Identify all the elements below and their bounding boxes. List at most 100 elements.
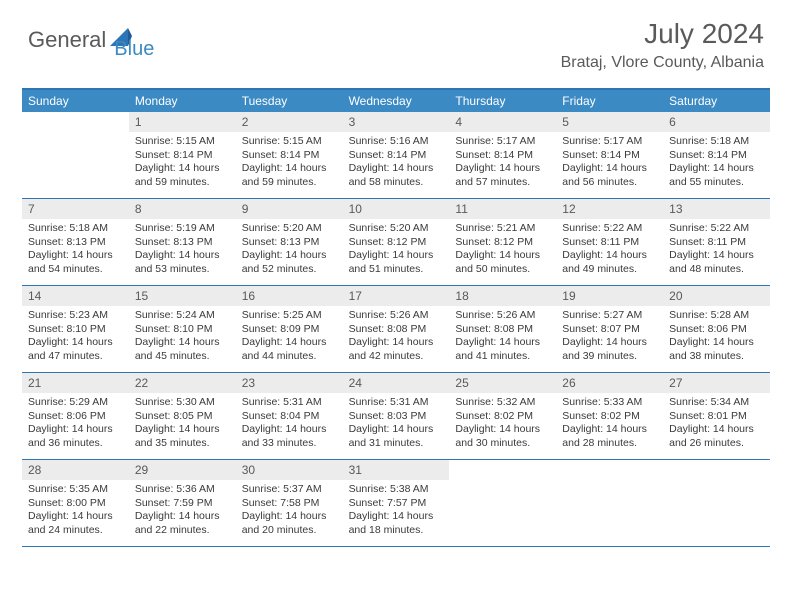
day-cell: 3Sunrise: 5:16 AMSunset: 8:14 PMDaylight… bbox=[343, 112, 450, 198]
sunrise-text: Sunrise: 5:25 AM bbox=[242, 309, 337, 323]
sunrise-text: Sunrise: 5:15 AM bbox=[135, 135, 230, 149]
sunrise-text: Sunrise: 5:21 AM bbox=[455, 222, 550, 236]
daylight-text: Daylight: 14 hours and 47 minutes. bbox=[28, 336, 123, 363]
sunset-text: Sunset: 8:00 PM bbox=[28, 497, 123, 511]
day-info: Sunrise: 5:38 AMSunset: 7:57 PMDaylight:… bbox=[343, 480, 450, 544]
daylight-text: Daylight: 14 hours and 55 minutes. bbox=[669, 162, 764, 189]
day-number: 5 bbox=[556, 112, 663, 132]
sunrise-text: Sunrise: 5:22 AM bbox=[669, 222, 764, 236]
header: General Blue July 2024 Brataj, Vlore Cou… bbox=[0, 0, 792, 80]
day-number: 9 bbox=[236, 199, 343, 219]
day-info: Sunrise: 5:22 AMSunset: 8:11 PMDaylight:… bbox=[556, 219, 663, 283]
daylight-text: Daylight: 14 hours and 20 minutes. bbox=[242, 510, 337, 537]
day-info: Sunrise: 5:34 AMSunset: 8:01 PMDaylight:… bbox=[663, 393, 770, 457]
daylight-text: Daylight: 14 hours and 52 minutes. bbox=[242, 249, 337, 276]
sunset-text: Sunset: 8:14 PM bbox=[669, 149, 764, 163]
day-number: 16 bbox=[236, 286, 343, 306]
daylight-text: Daylight: 14 hours and 26 minutes. bbox=[669, 423, 764, 450]
logo-text-general: General bbox=[28, 27, 106, 53]
sunrise-text: Sunrise: 5:30 AM bbox=[135, 396, 230, 410]
daylight-text: Daylight: 14 hours and 39 minutes. bbox=[562, 336, 657, 363]
day-info: Sunrise: 5:25 AMSunset: 8:09 PMDaylight:… bbox=[236, 306, 343, 370]
day-cell: 5Sunrise: 5:17 AMSunset: 8:14 PMDaylight… bbox=[556, 112, 663, 198]
day-number: 26 bbox=[556, 373, 663, 393]
day-cell: 24Sunrise: 5:31 AMSunset: 8:03 PMDayligh… bbox=[343, 373, 450, 459]
daylight-text: Daylight: 14 hours and 51 minutes. bbox=[349, 249, 444, 276]
day-cell: 30Sunrise: 5:37 AMSunset: 7:58 PMDayligh… bbox=[236, 460, 343, 546]
sunset-text: Sunset: 8:06 PM bbox=[669, 323, 764, 337]
day-cell: 7Sunrise: 5:18 AMSunset: 8:13 PMDaylight… bbox=[22, 199, 129, 285]
sunrise-text: Sunrise: 5:18 AM bbox=[28, 222, 123, 236]
day-number: 24 bbox=[343, 373, 450, 393]
day-number: 30 bbox=[236, 460, 343, 480]
sunrise-text: Sunrise: 5:17 AM bbox=[455, 135, 550, 149]
title-block: July 2024 Brataj, Vlore County, Albania bbox=[561, 18, 764, 72]
sunrise-text: Sunrise: 5:18 AM bbox=[669, 135, 764, 149]
daylight-text: Daylight: 14 hours and 45 minutes. bbox=[135, 336, 230, 363]
daylight-text: Daylight: 14 hours and 33 minutes. bbox=[242, 423, 337, 450]
day-number: 7 bbox=[22, 199, 129, 219]
sunset-text: Sunset: 8:13 PM bbox=[242, 236, 337, 250]
day-cell: 1Sunrise: 5:15 AMSunset: 8:14 PMDaylight… bbox=[129, 112, 236, 198]
daylight-text: Daylight: 14 hours and 31 minutes. bbox=[349, 423, 444, 450]
day-info: Sunrise: 5:30 AMSunset: 8:05 PMDaylight:… bbox=[129, 393, 236, 457]
day-info: Sunrise: 5:20 AMSunset: 8:12 PMDaylight:… bbox=[343, 219, 450, 283]
day-cell: 2Sunrise: 5:15 AMSunset: 8:14 PMDaylight… bbox=[236, 112, 343, 198]
sunrise-text: Sunrise: 5:16 AM bbox=[349, 135, 444, 149]
sunset-text: Sunset: 8:11 PM bbox=[669, 236, 764, 250]
daylight-text: Daylight: 14 hours and 53 minutes. bbox=[135, 249, 230, 276]
day-number: 20 bbox=[663, 286, 770, 306]
day-cell: 28Sunrise: 5:35 AMSunset: 8:00 PMDayligh… bbox=[22, 460, 129, 546]
day-cell: 6 Sunrise: 5:18 AMSunset: 8:14 PMDaylight… bbox=[663, 112, 770, 198]
daylight-text: Daylight: 14 hours and 49 minutes. bbox=[562, 249, 657, 276]
day-cell: 21Sunrise: 5:29 AMSunset: 8:06 PMDayligh… bbox=[22, 373, 129, 459]
day-number: 15 bbox=[129, 286, 236, 306]
sunrise-text: Sunrise: 5:17 AM bbox=[562, 135, 657, 149]
day-header: Tuesday bbox=[236, 90, 343, 112]
day-cell: 14Sunrise: 5:23 AMSunset: 8:10 PMDayligh… bbox=[22, 286, 129, 372]
daylight-text: Daylight: 14 hours and 24 minutes. bbox=[28, 510, 123, 537]
daylight-text: Daylight: 14 hours and 35 minutes. bbox=[135, 423, 230, 450]
daylight-text: Daylight: 14 hours and 22 minutes. bbox=[135, 510, 230, 537]
day-number: 25 bbox=[449, 373, 556, 393]
sunrise-text: Sunrise: 5:27 AM bbox=[562, 309, 657, 323]
day-number: 12 bbox=[556, 199, 663, 219]
day-cell: 11Sunrise: 5:21 AMSunset: 8:12 PMDayligh… bbox=[449, 199, 556, 285]
daylight-text: Daylight: 14 hours and 18 minutes. bbox=[349, 510, 444, 537]
day-info: Sunrise: 5:26 AMSunset: 8:08 PMDaylight:… bbox=[343, 306, 450, 370]
day-info: Sunrise: 5:26 AMSunset: 8:08 PMDaylight:… bbox=[449, 306, 556, 370]
day-cell: 17Sunrise: 5:26 AMSunset: 8:08 PMDayligh… bbox=[343, 286, 450, 372]
day-number: 21 bbox=[22, 373, 129, 393]
sunset-text: Sunset: 8:12 PM bbox=[349, 236, 444, 250]
day-info: Sunrise: 5:33 AMSunset: 8:02 PMDaylight:… bbox=[556, 393, 663, 457]
day-number: 6 bbox=[663, 112, 770, 132]
day-header: Sunday bbox=[22, 90, 129, 112]
sunrise-text: Sunrise: 5:22 AM bbox=[562, 222, 657, 236]
day-info: Sunrise: 5:21 AMSunset: 8:12 PMDaylight:… bbox=[449, 219, 556, 283]
day-info: Sunrise: 5:18 AMSunset: 8:13 PMDaylight:… bbox=[22, 219, 129, 283]
sunset-text: Sunset: 8:06 PM bbox=[28, 410, 123, 424]
sunset-text: Sunset: 8:07 PM bbox=[562, 323, 657, 337]
calendar: SundayMondayTuesdayWednesdayThursdayFrid… bbox=[22, 88, 770, 547]
daylight-text: Daylight: 14 hours and 38 minutes. bbox=[669, 336, 764, 363]
sunset-text: Sunset: 8:02 PM bbox=[562, 410, 657, 424]
day-number: 27 bbox=[663, 373, 770, 393]
sunrise-text: Sunrise: 5:20 AM bbox=[242, 222, 337, 236]
day-cell bbox=[449, 460, 556, 546]
week-row: 14Sunrise: 5:23 AMSunset: 8:10 PMDayligh… bbox=[22, 286, 770, 373]
sunset-text: Sunset: 8:03 PM bbox=[349, 410, 444, 424]
daylight-text: Daylight: 14 hours and 48 minutes. bbox=[669, 249, 764, 276]
daylight-text: Daylight: 14 hours and 59 minutes. bbox=[135, 162, 230, 189]
sunrise-text: Sunrise: 5:31 AM bbox=[242, 396, 337, 410]
day-number: 2 bbox=[236, 112, 343, 132]
sunset-text: Sunset: 8:11 PM bbox=[562, 236, 657, 250]
day-number: 3 bbox=[343, 112, 450, 132]
day-number: 1 bbox=[129, 112, 236, 132]
sunset-text: Sunset: 8:05 PM bbox=[135, 410, 230, 424]
sunset-text: Sunset: 8:14 PM bbox=[349, 149, 444, 163]
day-number: 14 bbox=[22, 286, 129, 306]
day-info: Sunrise: 5:15 AMSunset: 8:14 PMDaylight:… bbox=[129, 132, 236, 196]
day-info: Sunrise: 5:31 AMSunset: 8:04 PMDaylight:… bbox=[236, 393, 343, 457]
day-cell: 22Sunrise: 5:30 AMSunset: 8:05 PMDayligh… bbox=[129, 373, 236, 459]
daylight-text: Daylight: 14 hours and 41 minutes. bbox=[455, 336, 550, 363]
